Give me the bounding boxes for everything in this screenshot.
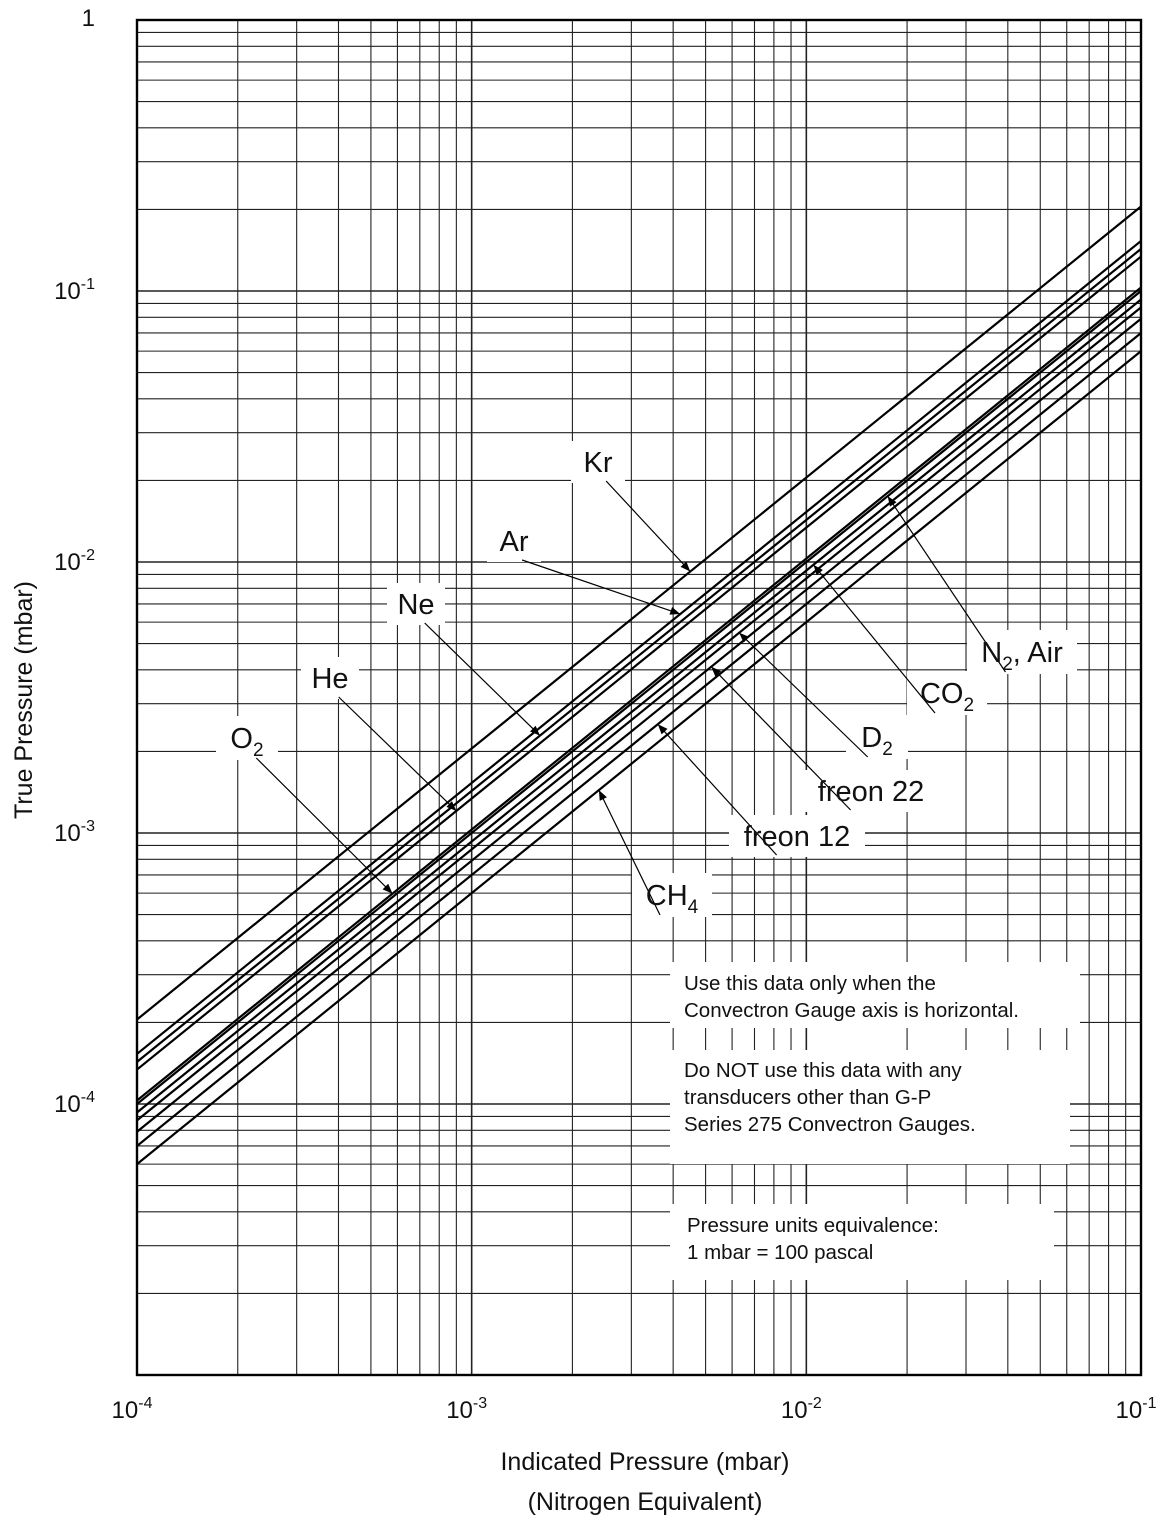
label-bg-ne bbox=[387, 583, 445, 625]
arrowhead-n2-air bbox=[887, 496, 897, 507]
note1-line: Use this data only when the bbox=[684, 972, 936, 995]
pointer-freon-12 bbox=[657, 723, 778, 856]
note3-line: 1 mbar = 100 pascal bbox=[687, 1241, 873, 1264]
series-label-ne: Ne bbox=[397, 589, 434, 621]
pointer-ar bbox=[521, 559, 681, 615]
arrowhead-d2 bbox=[739, 632, 750, 643]
y-tick-label: 1 bbox=[82, 5, 95, 32]
label-pointers bbox=[255, 480, 1006, 916]
pointer-ch4 bbox=[598, 789, 661, 916]
note2-line: transducers other than G-P bbox=[684, 1086, 931, 1109]
annotation-notes: Use this data only when the Convectron Ga… bbox=[670, 962, 1080, 1280]
note2-line: Do NOT use this data with any bbox=[684, 1059, 962, 1082]
series-line-freon-22 bbox=[136, 317, 1142, 1133]
series-label-co2: CO2 bbox=[920, 678, 974, 716]
series-line-ar bbox=[136, 240, 1142, 1055]
arrowhead-freon-12 bbox=[657, 724, 668, 735]
label-bg-co2 bbox=[907, 671, 987, 715]
note2-line: Series 275 Convectron Gauges. bbox=[684, 1113, 976, 1136]
arrowhead-ch4 bbox=[598, 790, 607, 801]
plot-border bbox=[135, 18, 1143, 1377]
pointer-co2 bbox=[812, 564, 936, 714]
arrowhead-co2 bbox=[813, 564, 823, 576]
series-label-o2: O2 bbox=[230, 723, 263, 761]
series-label-freon-12: freon 12 bbox=[744, 821, 850, 853]
label-bg-freon-12 bbox=[729, 815, 865, 857]
tick-labels: 10-4 10-3 10-2 10-1 1 10-1 10-2 10-3 10-4 bbox=[54, 5, 1157, 1424]
pointer-n2-air bbox=[887, 495, 1006, 673]
y-tick-label: 10-3 bbox=[54, 818, 95, 847]
label-bg-d2 bbox=[846, 715, 908, 759]
note1-box bbox=[670, 962, 1080, 1028]
pointer-d2 bbox=[738, 632, 869, 758]
series-label-he: He bbox=[311, 663, 348, 695]
label-bg-o2 bbox=[216, 716, 278, 760]
plot-frame bbox=[135, 18, 1143, 1377]
label-bg-ch4 bbox=[632, 873, 712, 917]
series-label-d2: D2 bbox=[861, 722, 893, 760]
x-axis-title: Indicated Pressure (mbar) bbox=[500, 1448, 789, 1476]
arrowhead-o2 bbox=[382, 883, 393, 894]
axis-titles: Indicated Pressure (mbar) (Nitrogen Equi… bbox=[10, 581, 790, 1516]
series-line-o2 bbox=[136, 286, 1142, 1102]
pointer-freon-22 bbox=[710, 666, 852, 811]
series-line-n2-air bbox=[136, 290, 1142, 1105]
series-line-d2 bbox=[136, 306, 1142, 1122]
series-line-kr bbox=[136, 205, 1142, 1021]
series-lines bbox=[136, 205, 1142, 1165]
arrowhead-he bbox=[446, 801, 457, 811]
pointer-ne bbox=[424, 622, 541, 737]
series-line-ch4 bbox=[136, 350, 1142, 1165]
label-bg-kr bbox=[571, 441, 625, 483]
pointer-o2 bbox=[255, 757, 393, 895]
label-bg-freon-22 bbox=[803, 770, 939, 812]
y-axis-title: True Pressure (mbar) bbox=[10, 581, 38, 819]
label-bg-he bbox=[301, 657, 359, 699]
series-line-freon-12 bbox=[136, 332, 1142, 1147]
pointer-he bbox=[338, 696, 457, 812]
y-tick-label: 10-4 bbox=[54, 1089, 95, 1118]
note3-line: Pressure units equivalence: bbox=[687, 1214, 939, 1237]
arrowhead-ar bbox=[669, 607, 681, 615]
note3-box bbox=[670, 1204, 1054, 1280]
series-line-co2 bbox=[136, 298, 1142, 1114]
x-tick-label: 10-1 bbox=[1116, 1395, 1157, 1424]
series-label-kr: Kr bbox=[584, 447, 613, 479]
arrowhead-freon-22 bbox=[711, 666, 722, 677]
x-tick-label: 10-2 bbox=[781, 1395, 822, 1424]
y-tick-label: 10-2 bbox=[54, 547, 95, 576]
series-line-he bbox=[136, 255, 1142, 1071]
x-tick-label: 10-3 bbox=[446, 1395, 487, 1424]
label-backgrounds bbox=[216, 441, 1077, 917]
note2-box bbox=[670, 1050, 1070, 1164]
note1-line: Convectron Gauge axis is horizontal. bbox=[684, 999, 1019, 1022]
y-tick-label: 10-1 bbox=[54, 276, 95, 305]
x-axis-subtitle: (Nitrogen Equivalent) bbox=[528, 1488, 763, 1516]
arrowhead-kr bbox=[680, 561, 691, 572]
arrowhead-ne bbox=[530, 725, 540, 736]
label-bg-ar bbox=[487, 520, 541, 562]
series-label-freon-22: freon 22 bbox=[818, 776, 924, 808]
series-label-ch4: CH4 bbox=[646, 880, 699, 918]
series-line-ne bbox=[136, 248, 1142, 1063]
label-bg-n2-air bbox=[967, 630, 1077, 674]
pointer-kr bbox=[605, 480, 691, 572]
x-tick-label: 10-4 bbox=[112, 1395, 153, 1424]
series-label-n2-air: N2, Air bbox=[981, 637, 1063, 675]
series-label-ar: Ar bbox=[500, 526, 529, 558]
